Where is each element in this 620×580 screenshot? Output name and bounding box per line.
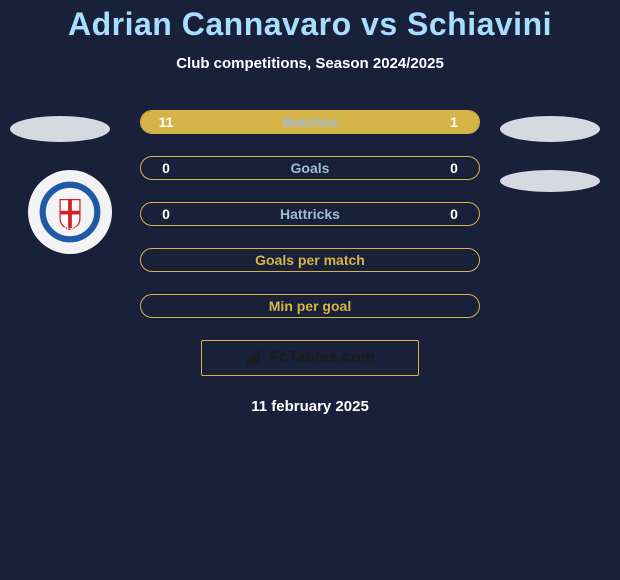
- stat-label: Goals: [191, 160, 429, 176]
- player-right-slot-2: [500, 170, 600, 192]
- stat-label: Matches: [191, 114, 429, 130]
- stats-container: 11Matches10Goals00Hattricks0Goals per ma…: [140, 110, 480, 318]
- stat-value-right: 0: [429, 160, 479, 176]
- stat-label: Min per goal: [191, 298, 429, 314]
- club-shield-icon: NOVARA CALCIO: [39, 181, 101, 243]
- stat-row: Min per goal: [140, 294, 480, 318]
- stat-row: 0Hattricks0: [140, 202, 480, 226]
- stat-row: 11Matches1: [140, 110, 480, 134]
- stat-value-right: 0: [429, 206, 479, 222]
- club-badge: NOVARA CALCIO: [28, 170, 112, 254]
- fctables-logo-icon: [245, 350, 265, 366]
- content-area: NOVARA CALCIO 11Matches10Goals00Hattrick…: [0, 110, 620, 415]
- stat-value-right: 1: [429, 114, 479, 130]
- stat-label: Hattricks: [191, 206, 429, 222]
- stat-row: 0Goals0: [140, 156, 480, 180]
- page-subtitle: Club competitions, Season 2024/2025: [0, 55, 620, 72]
- date-label: 11 february 2025: [0, 398, 620, 415]
- watermark: FcTables.com: [201, 340, 419, 376]
- stat-value-left: 11: [141, 114, 191, 130]
- watermark-text: FcTables.com: [269, 349, 375, 367]
- stat-value-left: 0: [141, 206, 191, 222]
- page-title: Adrian Cannavaro vs Schiavini: [0, 0, 620, 43]
- stat-label: Goals per match: [191, 252, 429, 268]
- player-left-slot: [10, 116, 110, 142]
- player-right-slot-1: [500, 116, 600, 142]
- stat-value-left: 0: [141, 160, 191, 176]
- stat-row: Goals per match: [140, 248, 480, 272]
